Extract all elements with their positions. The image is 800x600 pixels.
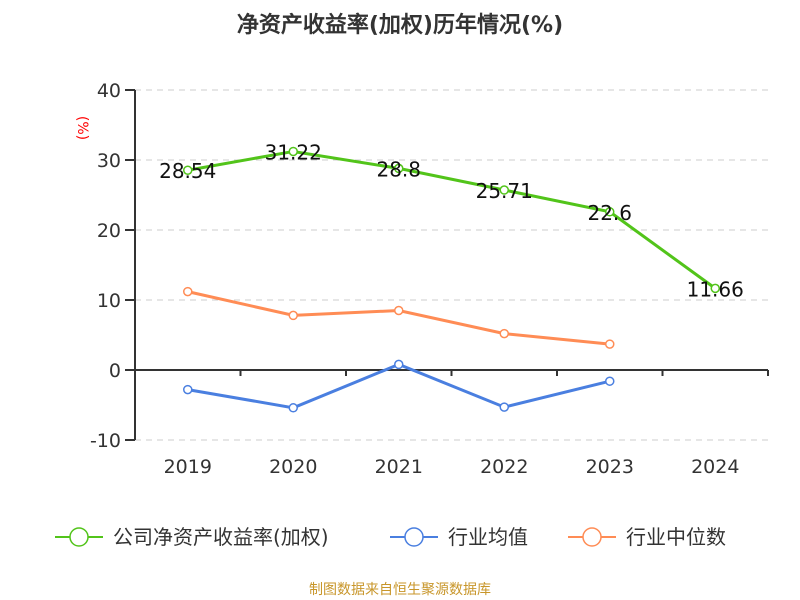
legend-marker bbox=[69, 527, 89, 547]
data-point bbox=[499, 328, 509, 339]
data-point bbox=[394, 163, 404, 174]
data-label: 31.22 bbox=[265, 140, 322, 164]
data-label: 11.66 bbox=[687, 277, 744, 301]
data-point bbox=[499, 402, 509, 412]
y-tick-label: 30 bbox=[97, 150, 121, 172]
x-tick-label: 2019 bbox=[164, 456, 212, 478]
x-tick-label: 2021 bbox=[375, 456, 423, 478]
chart-title: 净资产收益率(加权)历年情况(%) bbox=[237, 12, 563, 38]
legend-marker bbox=[404, 527, 424, 547]
y-tick-label: 40 bbox=[97, 80, 121, 102]
data-point bbox=[183, 384, 193, 395]
y-axis-label: (%) bbox=[74, 116, 90, 140]
data-point bbox=[499, 185, 509, 195]
x-tick-label: 2020 bbox=[269, 456, 317, 478]
data-point bbox=[288, 403, 298, 413]
source-note: 制图数据来自恒生聚源数据库 bbox=[309, 582, 491, 598]
y-tick-label: -10 bbox=[90, 430, 121, 452]
data-point bbox=[394, 359, 404, 370]
legend-label: 行业中位数 bbox=[626, 525, 726, 549]
y-tick-label: 0 bbox=[109, 360, 121, 382]
x-tick-label: 2022 bbox=[480, 456, 528, 478]
legend-label: 公司净资产收益率(加权) bbox=[113, 525, 329, 549]
data-point bbox=[394, 305, 404, 316]
data-point bbox=[605, 207, 615, 217]
series-line bbox=[187, 290, 610, 346]
y-tick-label: 10 bbox=[97, 290, 121, 312]
data-point bbox=[710, 283, 720, 294]
data-point bbox=[605, 339, 615, 349]
data-point bbox=[288, 310, 298, 321]
legend-item: 公司净资产收益率(加权) bbox=[55, 525, 329, 549]
legend-label: 行业均值 bbox=[448, 525, 528, 549]
x-tick-label: 2023 bbox=[586, 456, 634, 478]
x-tick-label: 2024 bbox=[691, 456, 739, 478]
y-tick-label: 20 bbox=[97, 220, 121, 242]
series-line bbox=[187, 149, 717, 290]
data-point bbox=[288, 146, 298, 157]
legend-marker bbox=[582, 527, 602, 547]
data-point bbox=[183, 286, 193, 297]
data-label: 22.6 bbox=[587, 201, 632, 225]
data-point bbox=[183, 165, 193, 175]
legend-item: 行业均值 bbox=[390, 525, 528, 549]
data-label: 28.8 bbox=[376, 157, 421, 181]
data-point bbox=[605, 376, 615, 386]
data-label: 25.71 bbox=[476, 179, 533, 203]
legend-item: 行业中位数 bbox=[568, 525, 726, 549]
data-label: 28.54 bbox=[159, 159, 216, 183]
